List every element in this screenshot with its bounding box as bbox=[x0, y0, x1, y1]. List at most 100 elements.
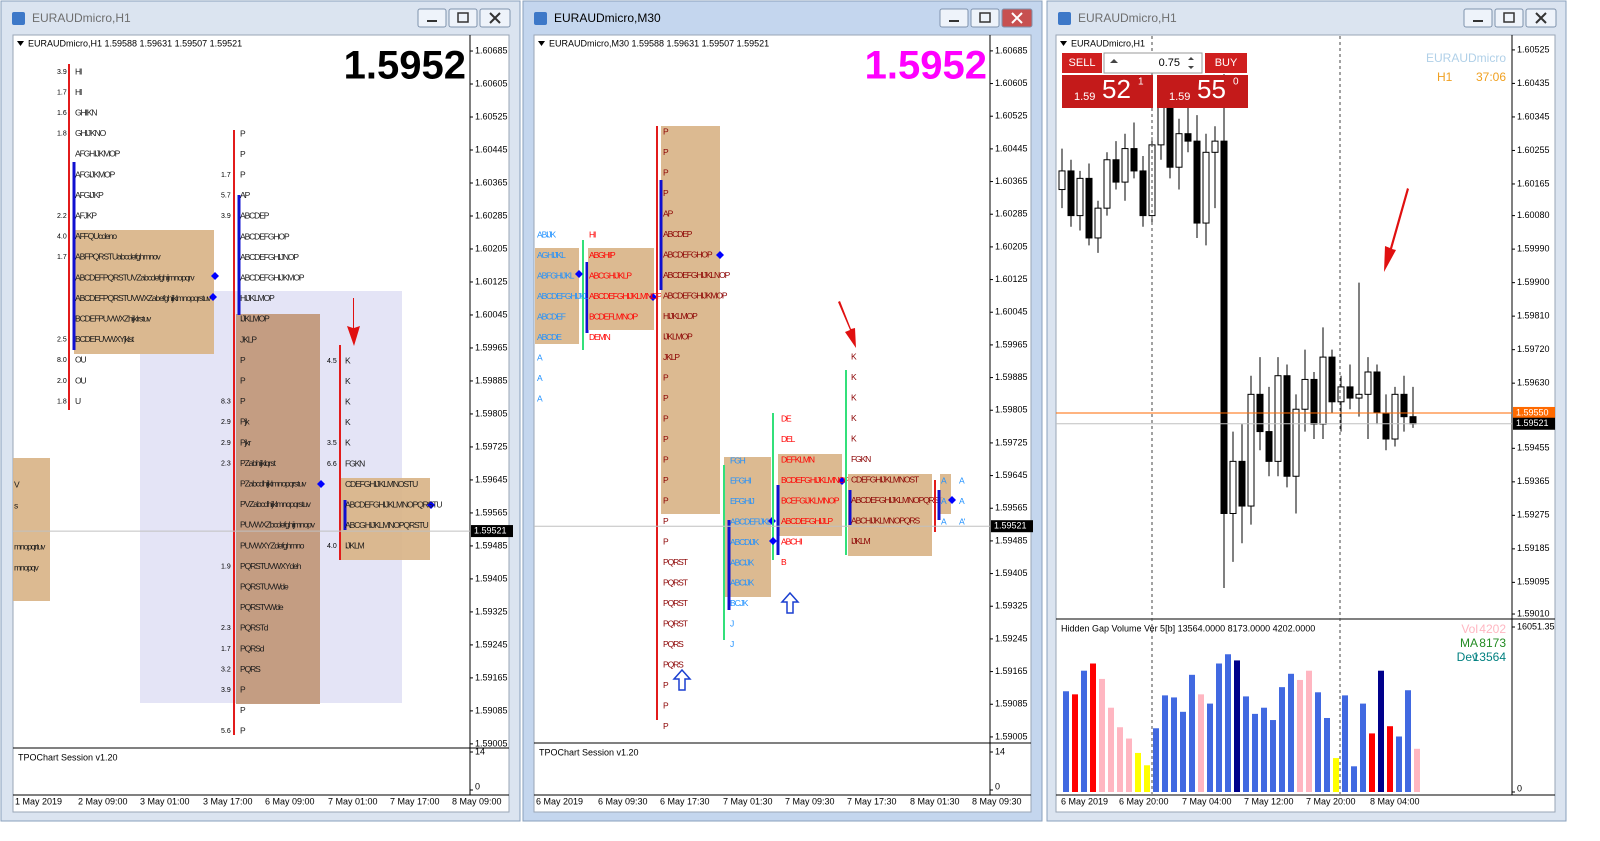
volume-bar bbox=[1189, 674, 1195, 792]
chart-header: EURAUDmicro,H1 1.59588 1.59631 1.59507 1… bbox=[28, 38, 242, 48]
tpo-row: JKLP bbox=[663, 352, 680, 362]
y-tick-label: 1.60285 bbox=[475, 210, 508, 220]
y-tick-label: 1.60525 bbox=[1517, 44, 1550, 54]
candle-body bbox=[1364, 371, 1372, 395]
tpo-row: P bbox=[663, 680, 669, 690]
lot-box[interactable] bbox=[1103, 52, 1203, 74]
tpo-row: ABCDEFGHIJKMOP bbox=[663, 290, 728, 300]
tpo-count: 2.0 bbox=[57, 378, 67, 385]
tpo-row: BCDEFLMNOP bbox=[589, 311, 638, 321]
arrow bbox=[672, 668, 692, 691]
tpo-count: 1.7 bbox=[221, 172, 231, 179]
tpo-row: P bbox=[663, 126, 669, 136]
ask-fraction: 0 bbox=[1233, 77, 1239, 88]
maximize-button[interactable] bbox=[448, 8, 478, 28]
tpo-count: 1.9 bbox=[221, 563, 231, 570]
window-title: EURAUDmicro,M30 bbox=[554, 11, 661, 25]
tpo-row: ABCDEFGHIJKLMNOPQRSTU bbox=[345, 499, 442, 509]
volume-bar bbox=[1081, 670, 1087, 792]
tpo-row: K bbox=[851, 413, 857, 423]
legend-name: Dev bbox=[1457, 650, 1478, 664]
volume-bar bbox=[1252, 713, 1258, 792]
y-tick-label: 1.59565 bbox=[995, 503, 1028, 513]
minimize-button[interactable] bbox=[1463, 8, 1493, 28]
volume-bar bbox=[1360, 703, 1366, 792]
x-tick-label: 2 May 09:00 bbox=[78, 796, 128, 806]
candle-body bbox=[1184, 133, 1192, 142]
y-tick-label: 1.60165 bbox=[1517, 178, 1550, 188]
ask-main: 55 bbox=[1197, 74, 1226, 104]
tpo-count: 2.9 bbox=[221, 440, 231, 447]
volume-bar bbox=[1153, 728, 1159, 792]
tpo-row: Pjk bbox=[240, 417, 250, 427]
chart-header: EURAUDmicro,H1 bbox=[1071, 38, 1145, 48]
volume-bar bbox=[1324, 717, 1330, 792]
y-tick-label: 1.59245 bbox=[475, 639, 508, 649]
price-label-bg bbox=[471, 525, 513, 538]
candle-body bbox=[1292, 408, 1300, 477]
tpo-row: PQRS bbox=[663, 659, 684, 669]
candle-body bbox=[1301, 378, 1309, 410]
tpo-row: PQRST bbox=[663, 598, 688, 608]
icon bbox=[1503, 12, 1515, 23]
tpo-row: P bbox=[663, 700, 669, 710]
candle-body bbox=[1229, 460, 1237, 514]
tpo-row: P bbox=[240, 149, 246, 159]
volume-bar bbox=[1171, 697, 1177, 792]
minimize-button[interactable] bbox=[939, 8, 969, 28]
tpo-row: ABCDEFGHIJKLMNOP bbox=[589, 291, 663, 301]
sell-button[interactable] bbox=[1062, 53, 1102, 73]
tpo-count: 1.7 bbox=[57, 89, 67, 96]
bid-tile[interactable] bbox=[1062, 75, 1153, 108]
y-tick-label: 1.59900 bbox=[1517, 277, 1550, 287]
poc-marker bbox=[716, 251, 724, 259]
candle-body bbox=[1103, 159, 1111, 209]
volume-bar bbox=[1342, 695, 1348, 792]
tpo-row: OU bbox=[75, 375, 87, 385]
maximize-button[interactable] bbox=[970, 8, 1000, 28]
tpo-row: ABCDE bbox=[537, 332, 562, 342]
tpo-row: ABCIJK bbox=[730, 557, 755, 567]
icon bbox=[1060, 41, 1067, 46]
tpo-row: ABCDEFPQRSTUVWXZabefghijklmnopqrstuv bbox=[75, 293, 212, 303]
volume-bar bbox=[1117, 727, 1123, 792]
volume-bar bbox=[1180, 711, 1186, 792]
tpo-count: 1.7 bbox=[221, 646, 231, 653]
tpo-row: AFFQUcdeno bbox=[75, 231, 117, 241]
maximize-button[interactable] bbox=[1494, 8, 1524, 28]
y-tick-label: 1.60365 bbox=[475, 177, 508, 187]
y-tick-label: 1.59325 bbox=[995, 601, 1028, 611]
value-area bbox=[724, 457, 771, 597]
y-tick-label: 1.60080 bbox=[1517, 210, 1550, 220]
level-label: 1.59550 bbox=[1516, 407, 1549, 417]
tpo-row: P bbox=[240, 684, 246, 694]
tpo-row: BCEFGIJKLMNOP bbox=[781, 495, 840, 505]
y-tick-label: 0 bbox=[475, 781, 480, 791]
volume-bar bbox=[1099, 678, 1105, 792]
tpo-row: ABIJK bbox=[537, 229, 557, 239]
y-tick-label: 1.59885 bbox=[995, 372, 1028, 382]
buy-button[interactable] bbox=[1205, 53, 1247, 73]
icon bbox=[979, 12, 991, 23]
tpo-row: s bbox=[14, 500, 18, 510]
tpo-row: K bbox=[851, 372, 857, 382]
tpo-row: P bbox=[240, 355, 246, 365]
y-tick-label: 1.60125 bbox=[475, 276, 508, 286]
x-tick-label: 7 May 17:30 bbox=[847, 796, 897, 806]
tpo-row: PQRSTUVWde bbox=[240, 581, 289, 591]
y-tick-label: 1.59325 bbox=[475, 606, 508, 616]
candle-body bbox=[1193, 140, 1201, 224]
candle-body bbox=[1175, 133, 1183, 168]
tpo-row: AP bbox=[663, 208, 674, 218]
volume-bar bbox=[1090, 663, 1096, 792]
y-tick-label: 1.60685 bbox=[995, 45, 1028, 55]
current-price-label: 1.59521 bbox=[474, 525, 507, 535]
x-tick-label: 7 May 01:30 bbox=[723, 796, 773, 806]
tpo-row: ABCHIJKLMNOPQRS bbox=[851, 515, 920, 525]
minimize-button[interactable] bbox=[417, 8, 447, 28]
tpo-row: P bbox=[240, 705, 246, 715]
ask-tile[interactable] bbox=[1157, 75, 1248, 108]
tpo-row: mnopqv bbox=[14, 562, 39, 572]
tpo-row: P bbox=[663, 413, 669, 423]
tpo-row: A' bbox=[959, 516, 966, 526]
